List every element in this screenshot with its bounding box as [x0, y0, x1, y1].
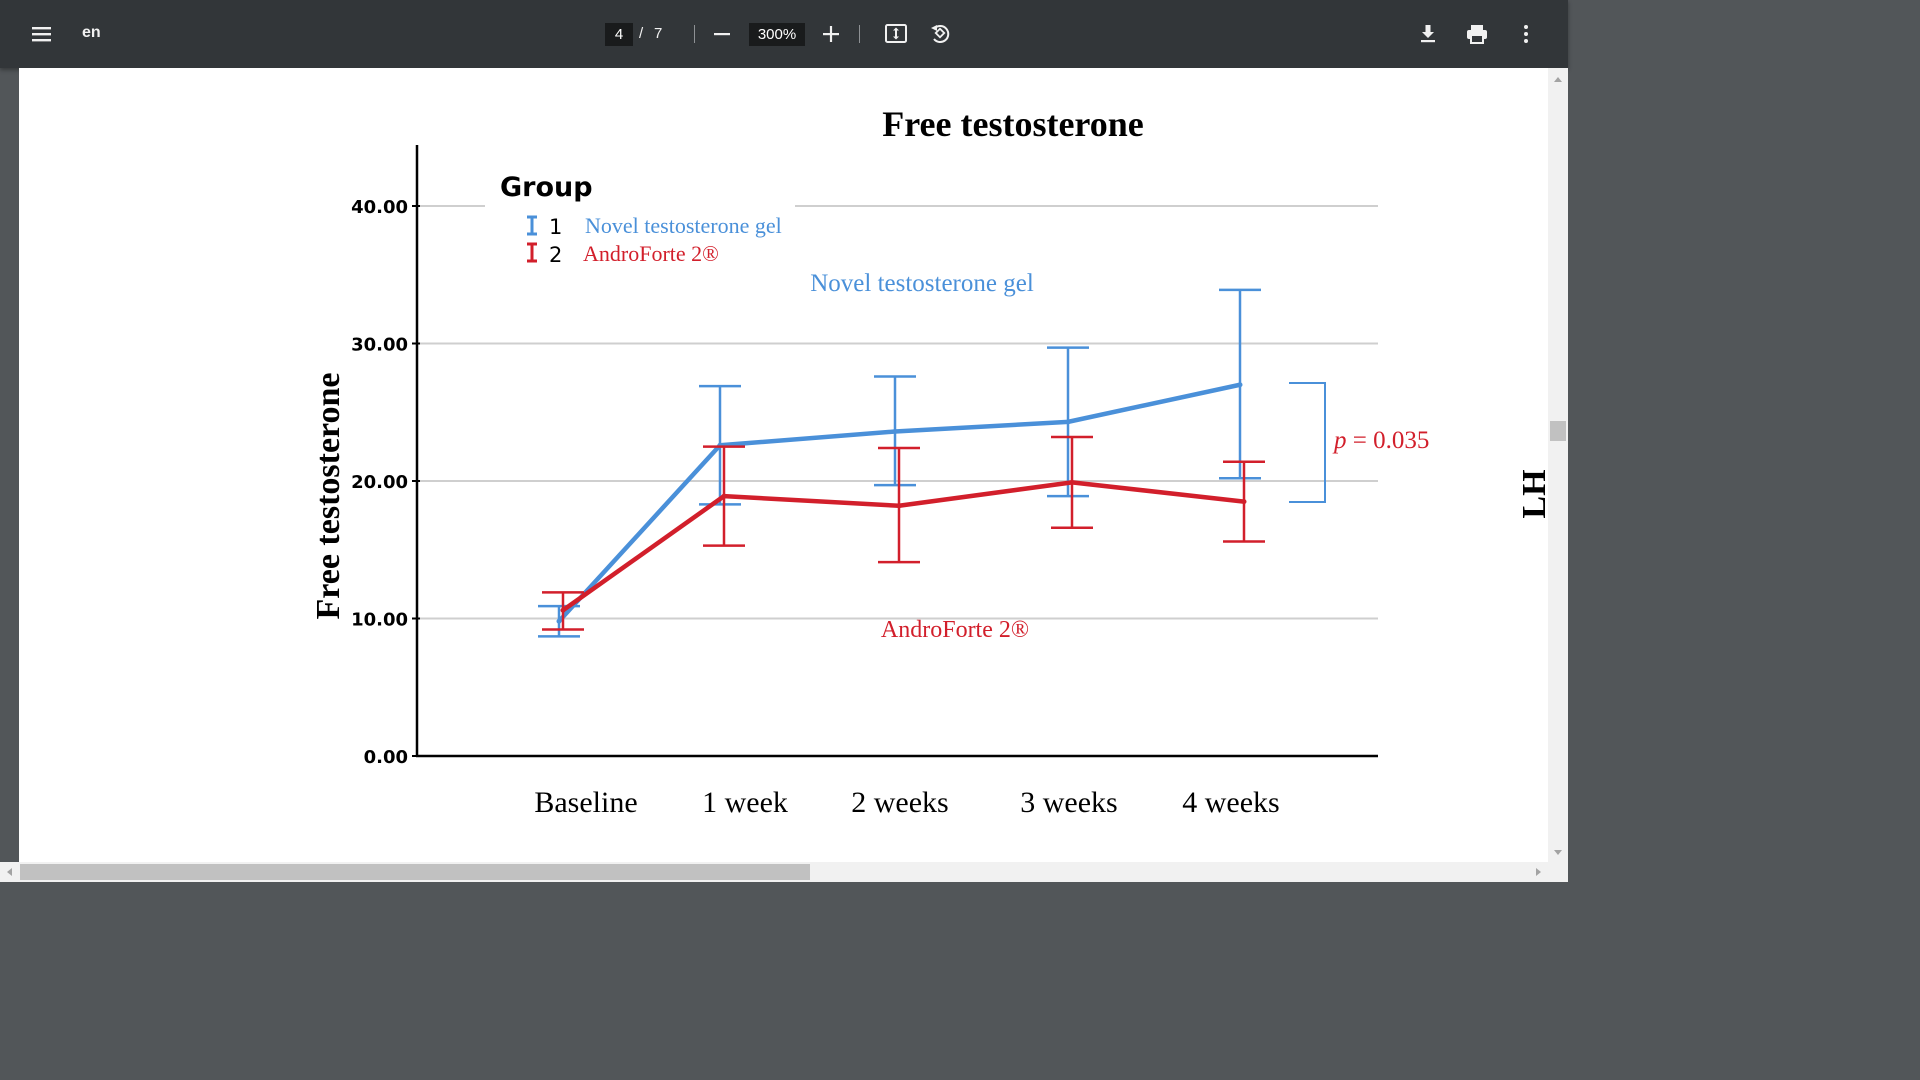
zoom-level-input[interactable]: 300% — [749, 23, 805, 46]
y-tick-label: 10.00 — [351, 610, 408, 631]
x-tick-label: 1 week — [702, 786, 788, 819]
y-tick-label: 40.00 — [351, 197, 408, 218]
legend-errorbar-glyph-2 — [527, 242, 537, 263]
fit-page-button[interactable] — [878, 16, 914, 52]
data-point — [1241, 499, 1247, 505]
y-axis-label: Free testosterone — [310, 372, 347, 619]
data-point — [892, 429, 898, 434]
y-tick-label: 30.00 — [351, 335, 408, 356]
side-label: LH — [1516, 469, 1553, 518]
legend-item-1-label: Novel testosterone gel — [585, 213, 782, 238]
page-total: 7 — [654, 25, 663, 42]
zoom-in-icon — [823, 26, 839, 42]
vertical-scrollbar[interactable] — [1548, 68, 1568, 862]
scroll-down-icon[interactable] — [1548, 842, 1568, 862]
menu-button[interactable] — [24, 16, 60, 52]
toolbar-divider — [694, 25, 695, 43]
data-point — [560, 607, 566, 613]
p-value: = 0.035 — [1347, 427, 1430, 454]
legend-item-2-label: AndroForte 2® — [583, 241, 719, 266]
x-tick-label: 2 weeks — [851, 786, 948, 819]
series-1-annotation: Novel testosterone gel — [810, 270, 1034, 297]
data-point — [1065, 419, 1071, 425]
toolbar-divider — [859, 25, 860, 43]
horizontal-scroll-thumb[interactable] — [20, 864, 810, 880]
legend-item-2: 2 AndroForte 2® — [527, 241, 719, 267]
print-icon — [1467, 25, 1487, 44]
p-value-label: p = 0.035 — [1332, 427, 1429, 454]
grid-lines — [418, 205, 1378, 620]
legend-item-1: 1 Novel testosterone gel — [527, 213, 782, 239]
significance-bracket: p = 0.035 — [1289, 382, 1429, 503]
legend-title: Group — [500, 172, 593, 203]
more-options-button[interactable] — [1508, 16, 1544, 52]
y-tick-label: 20.00 — [351, 472, 408, 493]
page-number-input[interactable]: 4 — [605, 23, 633, 46]
series-1 — [538, 288, 1261, 638]
chart-title: Free testosterone — [882, 104, 1144, 144]
x-tick-labels: Baseline 1 week 2 weeks 3 weeks 4 weeks — [534, 786, 1279, 819]
data-point — [1237, 382, 1243, 388]
rotate-icon — [931, 25, 950, 44]
line-chart: 0.00 10.00 20.00 30.00 40.00 Baseline 1 week 2… — [310, 104, 1553, 819]
rotate-button[interactable] — [922, 16, 958, 52]
legend-item-1-number: 1 — [549, 215, 562, 239]
y-tick-labels: 0.00 10.00 20.00 30.00 40.00 — [351, 197, 420, 768]
vertical-scroll-thumb[interactable] — [1550, 421, 1566, 441]
legend-item-2-number: 2 — [549, 243, 562, 267]
download-button[interactable] — [1410, 16, 1446, 52]
series-layer — [538, 288, 1265, 638]
series-line — [561, 480, 1245, 613]
x-tick-label: Baseline — [534, 786, 637, 819]
series-2 — [542, 435, 1265, 631]
data-point — [896, 503, 902, 509]
y-tick-label: 0.00 — [364, 747, 408, 768]
pdf-toolbar: en 4 / 7 300% — [0, 0, 1568, 68]
scroll-left-icon[interactable] — [0, 862, 20, 882]
zoom-out-button[interactable] — [704, 16, 740, 52]
fit-page-icon — [885, 24, 907, 43]
legend: Group 1 Novel testosterone gel 2 AndroFo… — [500, 172, 782, 267]
zoom-in-button[interactable] — [813, 16, 849, 52]
page-separator: / — [639, 25, 644, 42]
x-tick-label: 3 weeks — [1020, 786, 1117, 819]
series-2-annotation: AndroForte 2® — [881, 617, 1029, 643]
zoom-out-icon — [714, 33, 730, 36]
more-icon — [1524, 25, 1528, 43]
download-icon — [1421, 25, 1435, 43]
scroll-right-icon[interactable] — [1528, 862, 1548, 882]
horizontal-scrollbar[interactable] — [0, 862, 1568, 882]
document-title: en — [82, 24, 101, 41]
data-point — [721, 493, 727, 499]
x-tick-label: 4 weeks — [1182, 786, 1279, 819]
data-point — [556, 618, 562, 624]
menu-icon — [32, 27, 51, 42]
data-point — [1069, 479, 1075, 485]
bracket-line — [1289, 382, 1326, 503]
print-button[interactable] — [1459, 16, 1495, 52]
scroll-up-icon[interactable] — [1548, 70, 1568, 90]
legend-errorbar-glyph-1 — [527, 215, 537, 236]
p-symbol: p — [1332, 427, 1347, 454]
